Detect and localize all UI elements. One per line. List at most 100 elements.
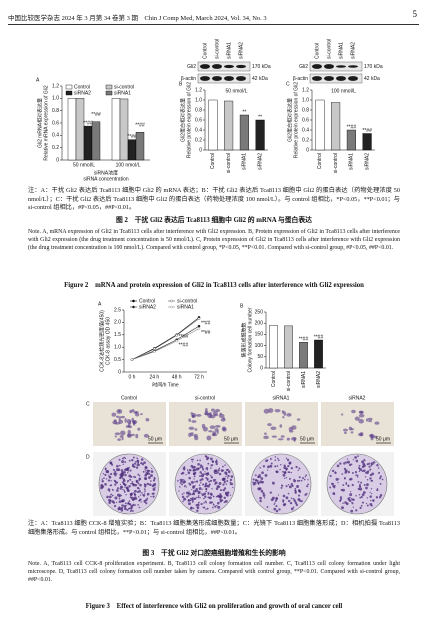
bar xyxy=(362,133,372,151)
bar xyxy=(255,119,265,151)
blot-band xyxy=(224,64,234,69)
colony xyxy=(269,491,272,494)
colony xyxy=(209,474,212,477)
colony xyxy=(118,464,121,467)
x-tick-label: Control xyxy=(210,153,216,169)
colony xyxy=(139,498,142,501)
colony xyxy=(124,502,127,505)
colony xyxy=(371,472,375,476)
colony xyxy=(379,475,382,478)
colony xyxy=(142,494,146,497)
blot-band xyxy=(312,76,322,81)
colony-cell xyxy=(111,412,117,417)
colony xyxy=(152,487,156,491)
line xyxy=(131,328,200,360)
colony xyxy=(365,486,368,490)
colony xyxy=(199,471,202,474)
colony xyxy=(205,477,208,480)
x-axis-label: siRNA concentration xyxy=(83,176,129,182)
significance-label: **## xyxy=(91,112,101,118)
colony-cell xyxy=(358,413,365,418)
colony xyxy=(205,490,208,493)
colony xyxy=(290,497,293,500)
colony xyxy=(253,481,257,485)
colony xyxy=(134,476,137,479)
colony xyxy=(355,459,359,463)
panel-letter: C xyxy=(86,401,90,407)
colony xyxy=(121,460,125,464)
significance-label: **## xyxy=(201,320,211,326)
colony xyxy=(372,499,375,502)
y-tick-label: 0 xyxy=(118,369,121,375)
colony xyxy=(197,496,200,499)
colony xyxy=(151,484,155,488)
colony xyxy=(215,461,217,463)
chart-title: 50 nmol/L xyxy=(226,88,248,94)
colony xyxy=(275,470,279,474)
figure3-note-en: Note. A, Tca8113 cell CCK-8 proliferatio… xyxy=(28,561,400,584)
figure3-title-cn: 图 3 干扰 Gli2 对口腔癌细胞增殖和生长的影响 xyxy=(142,550,286,557)
colony xyxy=(200,492,202,494)
colony xyxy=(145,502,148,505)
colony xyxy=(101,485,105,489)
bar xyxy=(119,98,129,161)
colony-cell xyxy=(117,410,121,413)
colony xyxy=(200,474,204,478)
colony xyxy=(138,474,141,477)
colony xyxy=(220,469,224,472)
colony xyxy=(123,490,126,493)
colony xyxy=(128,466,130,469)
colony xyxy=(366,497,369,499)
colony xyxy=(269,458,272,460)
colony xyxy=(254,474,257,477)
band-size: 42 kDa xyxy=(364,76,380,82)
colony xyxy=(121,504,124,507)
colony xyxy=(131,458,134,462)
colony xyxy=(120,494,123,497)
colony xyxy=(204,483,207,486)
colony xyxy=(302,477,305,480)
colony xyxy=(128,500,131,502)
colony xyxy=(343,462,346,465)
colony xyxy=(130,483,132,485)
colony xyxy=(105,470,109,473)
colony xyxy=(227,474,230,478)
colony xyxy=(343,467,347,470)
colony xyxy=(203,502,205,504)
colony xyxy=(370,488,373,490)
colony xyxy=(365,471,369,475)
colony xyxy=(108,501,111,504)
colony-cell xyxy=(213,414,219,417)
scale-label: 50 μm xyxy=(300,436,314,442)
colony xyxy=(365,502,368,505)
blot-band xyxy=(200,64,210,69)
colony xyxy=(139,483,142,487)
colony xyxy=(177,480,179,482)
x-tick-label: 50 nmol/L xyxy=(73,162,95,168)
x-tick-label: siRNA2 xyxy=(257,153,263,170)
colony xyxy=(307,479,309,481)
colony xyxy=(181,495,185,499)
band-name: Gli2 xyxy=(187,64,196,70)
colony xyxy=(359,468,363,471)
colony xyxy=(356,476,359,478)
colony xyxy=(214,505,217,508)
colony xyxy=(259,476,262,478)
colony xyxy=(221,499,224,502)
y-tick-label: 200 xyxy=(255,321,264,327)
colony-cell xyxy=(343,431,347,434)
x-tick-label: 48 h xyxy=(172,374,182,380)
colony xyxy=(140,501,142,503)
lane-label: siRNA1 xyxy=(338,42,344,59)
colony xyxy=(108,490,111,492)
colony-cell xyxy=(341,413,344,416)
colony xyxy=(136,491,139,493)
colony xyxy=(361,493,365,497)
colony xyxy=(109,499,112,502)
colony xyxy=(355,509,358,512)
colony xyxy=(200,482,202,484)
bar xyxy=(224,100,234,151)
colony xyxy=(184,484,186,487)
blot-band xyxy=(312,64,322,69)
